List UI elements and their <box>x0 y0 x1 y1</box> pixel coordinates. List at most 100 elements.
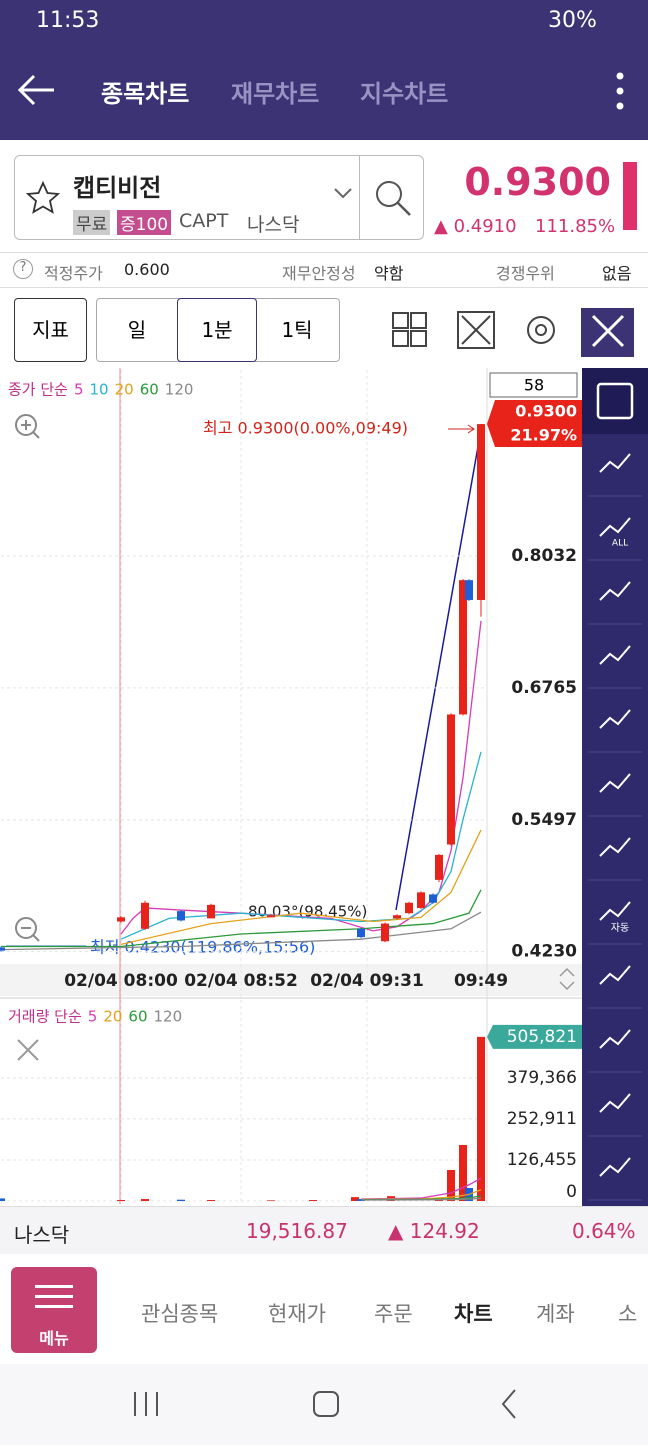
sidebar-label: ALL <box>612 539 628 549</box>
info-value: 약함 <box>374 264 404 283</box>
system-buttons <box>134 1389 516 1419</box>
y-tick-label: 0.8032 <box>511 546 577 566</box>
star[interactable] <box>25 180 61 216</box>
legend-entry: 5 <box>88 1008 98 1026</box>
volume-bar <box>477 1036 485 1201</box>
settings-icon[interactable] <box>527 316 555 344</box>
nav-item[interactable]: 관심종목 <box>141 1302 219 1326</box>
legend-entry: 5 <box>74 381 84 399</box>
volume-bar <box>447 1169 455 1201</box>
candle-body <box>357 928 365 938</box>
sidebar-icon <box>599 453 631 473</box>
search-button[interactable] <box>373 178 413 218</box>
legend-entry: 20 <box>103 1008 122 1026</box>
sidebar-icon <box>599 517 631 537</box>
sidebar-icon <box>599 1157 631 1177</box>
nav-item[interactable]: 계좌 <box>536 1302 575 1326</box>
bottom-nav: 메뉴 관심종목 현재가 주문 차트 계좌 소 <box>0 1254 648 1364</box>
index-value: 19,516.87 <box>246 1219 348 1243</box>
system-nav <box>0 1364 648 1445</box>
volume-bar <box>309 1200 317 1201</box>
y-tick-label: 126,455 <box>507 1150 577 1170</box>
chart: ALL 자동 80.03°(98.45%) 최고 0.9300(0.00%,09… <box>0 368 648 1206</box>
legend-entry: 60 <box>140 381 159 399</box>
zoom-in[interactable] <box>15 414 40 439</box>
close-volume[interactable] <box>17 1039 39 1061</box>
sidebar-icon <box>599 837 631 857</box>
help-icon[interactable]: ? <box>13 259 33 279</box>
nav-item[interactable]: 주문 <box>374 1302 413 1326</box>
stock-box[interactable]: 캡티비전 무료 증100 CAPT 나스닥 <box>14 155 424 240</box>
menu-label: 메뉴 <box>39 1329 69 1348</box>
index-change-value: 124.92 <box>409 1219 480 1243</box>
legend-title: 거래량 단순 <box>8 1008 82 1026</box>
header: 11:53 30% 종목차트 재무차트 지수차트 <box>0 0 648 140</box>
indicator-button[interactable]: 지표 <box>14 298 87 362</box>
high-arrow <box>448 424 475 434</box>
legend-entry: 120 <box>154 1008 183 1026</box>
tab[interactable]: 재무차트 <box>231 80 320 108</box>
badge: 무료 <box>73 210 111 235</box>
legend-title: 종가 단순 <box>8 381 68 399</box>
y-tick-label: 252,911 <box>507 1109 577 1129</box>
dropdown[interactable] <box>333 186 353 200</box>
x-axis-bar <box>0 964 582 996</box>
price-bar <box>623 162 637 230</box>
info-label: 경쟁우위 <box>496 264 555 283</box>
sidebar <box>582 368 648 1206</box>
more-button[interactable] <box>610 70 630 114</box>
toolbar-icons <box>392 308 634 357</box>
price-tag-value: 0.9300 <box>515 402 577 421</box>
volume-bar <box>141 1199 149 1201</box>
candle-body <box>117 917 125 922</box>
sidebar-icon <box>599 581 631 601</box>
candle-body <box>207 904 215 919</box>
divider <box>359 156 360 239</box>
info-row: ? 적정주가 0.600 재무안정성 약함 경쟁우위 없음 <box>0 252 648 288</box>
nav-item[interactable]: 소 <box>618 1302 638 1326</box>
info-label: 재무안정성 <box>282 264 356 283</box>
change: ▲ 0.4910 <box>434 216 517 237</box>
back-button[interactable] <box>14 68 58 112</box>
price-tag-percent: 21.97% <box>510 426 577 445</box>
tab[interactable]: 종목차트 <box>101 80 190 108</box>
ma-line <box>360 1197 482 1201</box>
bar-count: 58 <box>524 376 544 395</box>
candle-body <box>447 714 455 845</box>
nav-item[interactable]: 현재가 <box>268 1302 326 1326</box>
sidebar-icon <box>599 645 631 665</box>
period[interactable]: 1틱 <box>281 318 313 342</box>
tab[interactable]: 지수차트 <box>360 80 449 108</box>
battery: 30% <box>548 8 597 33</box>
zoom-out[interactable] <box>15 917 40 942</box>
y-tick-label: 0 <box>566 1182 577 1202</box>
candle-body <box>393 915 401 919</box>
legend-entry: 10 <box>90 381 109 399</box>
y-tick-label: 379,366 <box>507 1068 577 1088</box>
sidebar-icon <box>599 1029 631 1049</box>
nav-item-active[interactable]: 차트 <box>454 1302 493 1326</box>
layout-icon[interactable] <box>392 312 427 347</box>
menu-icon <box>35 1285 73 1288</box>
volume-bar <box>267 1200 275 1201</box>
menu-button[interactable]: 메뉴 <box>11 1267 97 1353</box>
expand-icon[interactable] <box>457 311 495 349</box>
status-time: 11:53 <box>36 8 100 33</box>
save-button[interactable] <box>582 368 648 434</box>
sidebar-icons <box>588 453 642 1201</box>
y-tick-label: 0.6765 <box>511 678 577 698</box>
period-selected[interactable]: 1분 <box>177 298 257 362</box>
volume-bar <box>207 1200 215 1201</box>
scroll-arrows[interactable] <box>559 967 575 991</box>
volume-bar <box>459 1144 467 1201</box>
trend-line <box>395 423 483 911</box>
index-change: ▲ 124.92 <box>388 1219 480 1243</box>
candle-body <box>435 854 443 880</box>
candle-body <box>177 911 185 921</box>
ma-line <box>360 1177 482 1200</box>
sidebar-icon <box>599 773 631 793</box>
volume-bar <box>177 1199 185 1201</box>
period[interactable]: 일 <box>127 318 147 342</box>
candle-body <box>459 580 467 715</box>
price-tag <box>487 400 582 447</box>
